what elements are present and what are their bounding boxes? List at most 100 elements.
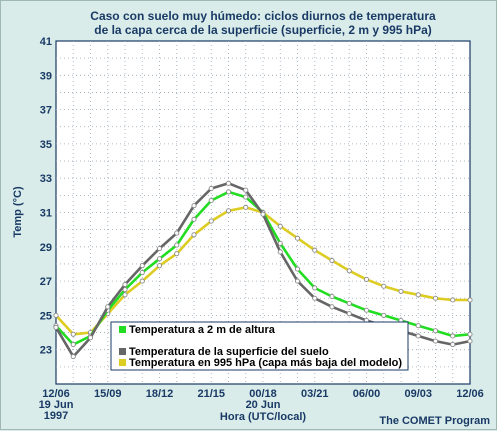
data-point <box>122 287 128 293</box>
data-point <box>450 342 456 348</box>
data-point <box>191 216 197 222</box>
data-point <box>225 180 232 186</box>
data-point <box>432 295 439 301</box>
y-tick-label: 25 <box>40 310 52 322</box>
data-point <box>294 235 301 241</box>
data-point <box>174 251 180 257</box>
data-point <box>294 266 301 272</box>
data-point <box>208 185 214 192</box>
y-tick-label: 37 <box>40 105 52 117</box>
data-point <box>122 292 128 298</box>
data-point <box>208 218 214 224</box>
data-point <box>174 230 180 236</box>
x-tick-label: 06/00 <box>353 388 381 400</box>
data-point <box>191 203 197 209</box>
data-point <box>105 304 111 310</box>
x-tick-label: 12/06 19 Jun 1997 <box>39 388 74 422</box>
legend-box <box>110 321 409 371</box>
x-tick-label: 12/06 <box>456 388 484 400</box>
data-point <box>122 281 128 288</box>
data-point <box>277 240 283 246</box>
data-point <box>450 333 456 339</box>
data-point <box>346 311 352 317</box>
y-tick-label: 41 <box>40 36 52 48</box>
data-point <box>208 197 214 204</box>
data-point <box>329 293 335 300</box>
data-point <box>432 338 439 344</box>
data-point <box>415 323 421 329</box>
data-point <box>225 189 232 195</box>
data-point <box>70 354 76 360</box>
data-point <box>381 283 387 289</box>
data-point <box>432 328 439 334</box>
data-point <box>467 331 473 337</box>
data-point <box>467 297 473 303</box>
data-point <box>363 307 370 313</box>
data-point <box>294 278 301 284</box>
x-tick-labels: 12/06 19 Jun 1997 15/09 18/12 21/15 00/18 20 Ju… <box>39 388 484 422</box>
data-point <box>312 247 318 253</box>
data-point <box>156 263 163 269</box>
data-point <box>277 249 283 255</box>
legend: Temperatura a 2 m de altura Temperatura … <box>110 321 409 371</box>
data-point <box>156 245 163 252</box>
chart-title-line-2: de la capa cerca de la superficie (super… <box>94 23 432 37</box>
credit-text: The COMET Program <box>379 415 490 427</box>
data-point <box>277 223 283 229</box>
legend-swatch-2m <box>119 326 126 333</box>
legend-label-surface: Temperatura de la superficie del suelo <box>129 346 329 358</box>
data-point <box>156 256 163 262</box>
x-tick-label: 15/09 <box>94 388 122 400</box>
y-tick-label: 27 <box>40 276 52 288</box>
y-tick-label: 29 <box>40 242 52 254</box>
x-tick-label: 03/21 <box>301 388 329 400</box>
data-point <box>139 263 145 269</box>
data-point <box>174 242 180 248</box>
data-point <box>260 211 266 217</box>
data-point <box>312 285 318 291</box>
data-point <box>415 333 421 339</box>
x-tick-label: 18/12 <box>146 388 174 400</box>
data-point <box>139 278 145 284</box>
data-point <box>398 288 404 294</box>
data-point <box>329 304 335 310</box>
data-point <box>191 232 197 238</box>
x-tick-label: 21/15 <box>197 388 225 400</box>
data-point <box>363 276 370 282</box>
data-point <box>346 300 352 306</box>
legend-swatch-995hpa <box>119 359 126 366</box>
y-tick-label: 31 <box>40 208 52 220</box>
y-axis-label: Temp (°C) <box>12 186 24 238</box>
data-point <box>70 342 76 348</box>
y-tick-label: 35 <box>40 139 52 151</box>
data-point <box>87 335 94 341</box>
data-point <box>346 268 352 274</box>
legend-label-995hpa: Temperatura en 995 hPa (capa más baja de… <box>129 357 402 369</box>
legend-label-2m: Temperatura a 2 m de altura <box>129 324 276 336</box>
y-tick-label: 33 <box>40 173 52 185</box>
data-point <box>139 269 145 276</box>
data-point <box>329 257 335 264</box>
data-point <box>70 331 76 337</box>
y-tick-label: 23 <box>40 345 52 357</box>
x-tick-label: 09/03 <box>404 388 432 400</box>
y-tick-label: 39 <box>40 70 52 82</box>
data-point <box>243 187 249 193</box>
data-point <box>243 194 249 200</box>
data-point <box>225 208 232 214</box>
data-point <box>467 338 473 344</box>
y-tick-labels: 23 25 27 29 31 33 35 37 39 41 <box>40 36 52 357</box>
data-point <box>53 324 59 330</box>
data-point <box>450 297 456 303</box>
data-point <box>381 312 387 318</box>
data-point <box>243 204 249 210</box>
x-axis-label: Hora (UTC/local) <box>220 411 307 423</box>
chart-title-line-1: Caso con suelo muy húmedo: ciclos diurno… <box>90 9 436 23</box>
x-tick-label: 00/18 20 Jun <box>246 388 281 411</box>
data-point <box>415 292 421 298</box>
data-point <box>53 312 59 318</box>
legend-swatch-surface <box>119 348 126 355</box>
data-point <box>312 295 318 301</box>
